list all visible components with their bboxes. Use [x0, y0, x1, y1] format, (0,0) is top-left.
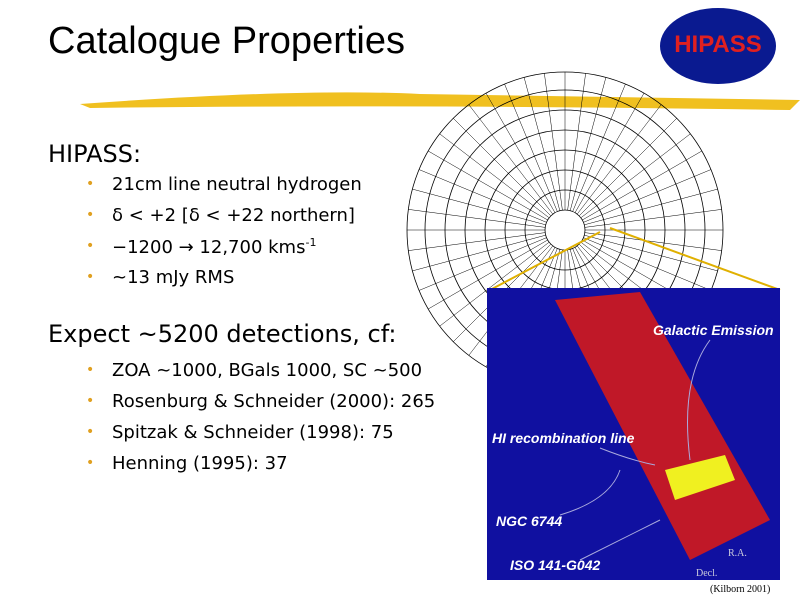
bullet-dot: • — [86, 362, 95, 378]
slide-title: Catalogue Properties — [48, 20, 405, 62]
spoke — [453, 118, 552, 217]
spoke — [418, 237, 547, 291]
title-underline — [80, 92, 800, 110]
bullet-text: ~13 mJy RMS — [112, 267, 235, 288]
spoke — [583, 237, 712, 291]
bullet-dot: • — [86, 393, 95, 409]
bullet: • −1200 → 12,700 kms-1 — [86, 236, 317, 258]
spoke — [418, 169, 547, 223]
emission-band — [555, 292, 770, 560]
spoke — [584, 234, 718, 272]
figure-label: ISO 141-G042 — [510, 557, 601, 573]
spoke — [408, 232, 546, 251]
spoke — [574, 93, 645, 213]
figure-label: NGC 6744 — [496, 513, 563, 529]
bright-region — [665, 455, 735, 500]
spoke — [504, 83, 558, 212]
section-heading: HIPASS: — [48, 140, 142, 168]
spoke — [428, 239, 548, 310]
section-heading: Expect ~5200 detections, cf: — [48, 320, 397, 348]
bullet-text: δ < +2 [δ < +22 northern] — [112, 205, 355, 226]
bullet: • 21cm line neutral hydrogen — [86, 174, 362, 195]
bullet-dot: • — [86, 207, 95, 223]
spoke — [580, 133, 691, 219]
bullet-text: −1200 → 12,700 kms — [112, 237, 306, 258]
pointer — [559, 469, 621, 516]
bullet-text: Henning (1995): 37 — [112, 453, 288, 474]
spoke — [578, 118, 677, 217]
bullet-dot: • — [86, 176, 95, 192]
connector — [609, 227, 781, 291]
pointer — [579, 519, 661, 561]
bullet-dot: • — [86, 238, 95, 254]
figure-label: R.A. — [728, 548, 747, 559]
spoke — [567, 73, 586, 211]
spoke — [584, 188, 718, 226]
bullet-dot: • — [86, 269, 95, 285]
bullet-text: Rosenburg & Schneider (2000): 265 — [112, 391, 436, 412]
bullet: • Rosenburg & Schneider (2000): 265 — [86, 391, 436, 412]
spoke — [439, 133, 550, 219]
figure-label: Decl. — [696, 568, 718, 579]
bullet: • Spitzak & Schneider (1998): 75 — [86, 422, 394, 443]
superscript: -1 — [305, 236, 317, 249]
pointer — [599, 447, 656, 466]
spoke — [428, 150, 548, 221]
pointer — [687, 339, 711, 461]
figure-label: HI recombination line — [492, 430, 635, 446]
spoke — [544, 73, 563, 211]
spoke — [572, 83, 626, 212]
spoke — [408, 209, 546, 228]
spoke — [412, 188, 546, 226]
logo-globe — [660, 8, 776, 84]
bullet: • ZOA ~1000, BGals 1000, SC ~500 — [86, 360, 423, 381]
bullet-text: Spitzak & Schneider (1998): 75 — [112, 422, 394, 443]
spoke — [485, 93, 556, 213]
spoke — [412, 234, 546, 272]
credit: (Kilborn 2001) — [710, 584, 771, 595]
bullet: • ~13 mJy RMS — [86, 267, 235, 288]
bullet: • δ < +2 [δ < +22 northern] — [86, 205, 355, 226]
bullet-text: ZOA ~1000, BGals 1000, SC ~500 — [112, 360, 423, 381]
spoke — [439, 241, 550, 327]
spoke — [584, 232, 722, 251]
figure-label: Galactic Emission — [653, 322, 774, 338]
spoke — [584, 209, 722, 228]
spoke — [468, 104, 554, 215]
spoke — [576, 104, 662, 215]
bullet: • Henning (1995): 37 — [86, 453, 288, 474]
logo-text: HIPASS — [674, 31, 762, 58]
connector — [489, 231, 601, 291]
spoke — [569, 77, 607, 211]
spoke — [582, 150, 702, 221]
bullet-dot: • — [86, 455, 95, 471]
bullet-dot: • — [86, 424, 95, 440]
bullet-text: 21cm line neutral hydrogen — [112, 174, 362, 195]
spoke — [523, 77, 561, 211]
spoke — [583, 169, 712, 223]
